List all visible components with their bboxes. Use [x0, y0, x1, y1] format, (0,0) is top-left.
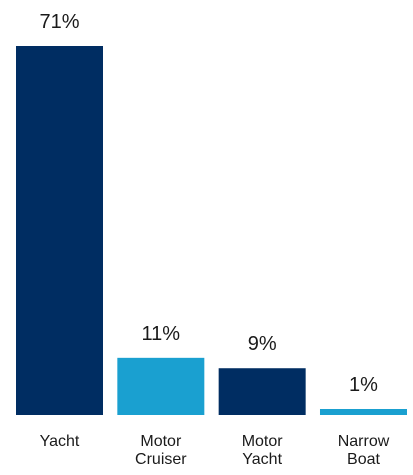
value-labels-group: 71% 11% 9% 1%: [39, 11, 378, 396]
value-label-2: 9%: [248, 333, 277, 355]
bar-1: [117, 357, 205, 415]
bar-2: [218, 368, 306, 415]
value-label-3: 1%: [349, 374, 378, 396]
category-label-3: Narrow Boat: [338, 433, 390, 468]
category-label-line: Cruiser: [135, 451, 187, 468]
category-label-line: Motor: [242, 433, 284, 450]
category-label-0: Yacht: [40, 433, 80, 450]
category-label-1: Motor Cruiser: [135, 433, 187, 468]
value-label-0: 71%: [39, 11, 79, 33]
category-label-line: Boat: [347, 451, 380, 468]
category-label-2: Motor Yacht: [242, 433, 284, 468]
category-label-line: Yacht: [242, 451, 282, 468]
category-label-line: Narrow: [338, 433, 390, 450]
bars-group: [16, 46, 407, 415]
category-label-line: Yacht: [40, 433, 80, 450]
value-label-1: 11%: [142, 323, 181, 345]
bar-3: [319, 409, 407, 415]
category-label-line: Motor: [140, 433, 182, 450]
bar-0: [16, 46, 103, 415]
